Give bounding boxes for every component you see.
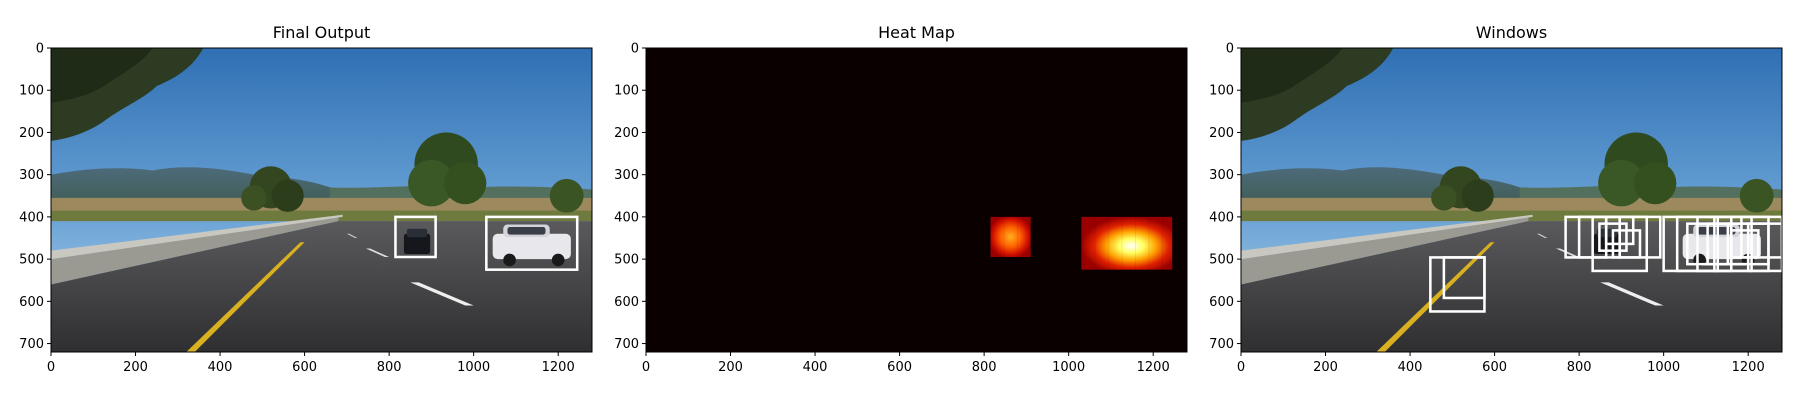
panel-3: Windows 0 200 400 600 800 1000 1200 0 100 200 300 40… [1209,23,1783,375]
x-tick-label: 400 [803,360,828,375]
x-tick-label: 0 [1237,360,1245,375]
y-tick-label: 500 [614,253,639,268]
y-tick-label: 0 [36,42,44,57]
axes-frame [50,47,593,353]
x-tick-label: 1200 [1732,360,1765,375]
y-tick-label: 0 [1226,42,1234,57]
heat-blob [990,216,1031,258]
y-tick-label: 500 [19,253,44,268]
x-tick-label: 800 [1567,360,1592,375]
panel-title: Windows [1476,23,1547,42]
y-tick-label: 700 [614,337,639,352]
x-tick-label: 800 [972,360,997,375]
y-tick-label: 700 [19,337,44,352]
y-tick-label: 300 [1209,168,1234,183]
x-tick-label: 1000 [1052,360,1085,375]
panel-title: Heat Map [878,23,955,42]
y-tick-label: 400 [19,210,44,225]
x-tick-label: 0 [642,360,650,375]
y-tick-label: 100 [19,84,44,99]
y-tick-label: 300 [19,168,44,183]
y-tick-label: 100 [1209,84,1234,99]
bounding-box [1442,256,1486,300]
x-tick-label: 200 [123,360,148,375]
axes-frame [1240,47,1783,353]
x-tick-label: 1000 [457,360,490,375]
y-tick-label: 0 [631,42,639,57]
y-tick-label: 400 [614,210,639,225]
y-tick-label: 400 [1209,210,1234,225]
bounding-box [1740,215,1782,259]
x-tick-label: 800 [377,360,402,375]
bounding-box [485,215,579,271]
x-tick-label: 0 [47,360,55,375]
x-tick-label: 1200 [542,360,575,375]
panel-title: Final Output [273,23,371,42]
heat-blob [1081,216,1173,270]
y-tick-label: 200 [19,126,44,141]
y-tick-label: 600 [1209,295,1234,310]
x-tick-label: 1000 [1647,360,1680,375]
y-tick-label: 600 [19,295,44,310]
axes-frame [645,47,1188,353]
x-tick-label: 200 [1313,360,1338,375]
x-tick-label: 200 [718,360,743,375]
road-scene-image [1241,48,1782,352]
bounding-box [1746,222,1782,273]
x-tick-label: 600 [1482,360,1507,375]
heat-map-image [646,48,1187,352]
panel-1: Final Output 0 200 400 600 800 1000 1200 0 100 200… [19,23,593,375]
x-tick-label: 400 [208,360,233,375]
y-tick-label: 100 [614,84,639,99]
y-tick-label: 500 [1209,253,1234,268]
x-tick-label: 600 [292,360,317,375]
panel-2: Heat Map 0 200 400 600 800 1000 1200 0 100 200 300 4… [614,23,1188,375]
y-tick-label: 200 [1209,126,1234,141]
x-tick-label: 600 [887,360,912,375]
y-tick-label: 700 [1209,337,1234,352]
bounding-box [394,215,437,259]
y-tick-label: 200 [614,126,639,141]
y-tick-label: 600 [614,295,639,310]
y-tick-label: 300 [614,168,639,183]
x-tick-label: 1200 [1137,360,1170,375]
bounding-box [1618,215,1662,259]
x-tick-label: 400 [1398,360,1423,375]
road-scene-image [51,48,592,352]
